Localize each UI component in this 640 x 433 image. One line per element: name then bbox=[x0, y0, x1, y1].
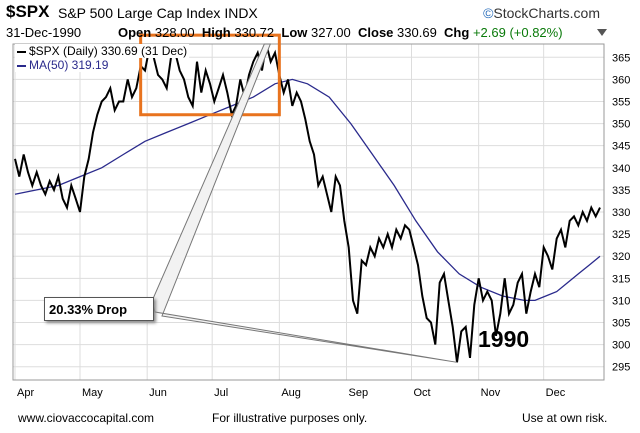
y-tick-label: 320 bbox=[612, 251, 630, 263]
x-tick-label: Dec bbox=[546, 387, 566, 399]
low-value: 327.00 bbox=[311, 25, 351, 40]
x-tick-label: Jul bbox=[214, 387, 228, 399]
x-tick-label: May bbox=[82, 387, 103, 399]
stockcharts-logo: ©StockCharts.com bbox=[483, 5, 600, 21]
legend-ma-swatch bbox=[17, 64, 26, 67]
close-value: 330.69 bbox=[397, 25, 437, 40]
index-title: S&P 500 Large Cap Index bbox=[58, 5, 221, 21]
chg-label: Chg bbox=[444, 25, 470, 40]
footer-note: For illustrative purposes only. bbox=[212, 411, 368, 425]
legend-ma: MA(50) 319.19 bbox=[15, 58, 111, 72]
legend-ma-label: MA(50) 319.19 bbox=[29, 58, 109, 72]
drop-callout: 20.33% Drop bbox=[44, 297, 154, 321]
y-axis: 295 300 305 310 315 320 325 330 335 340 345 350 355 3… bbox=[612, 52, 630, 373]
y-tick-label: 295 bbox=[612, 362, 630, 374]
high-label: High bbox=[201, 25, 231, 40]
y-tick-label: 345 bbox=[612, 141, 630, 153]
y-tick-label: 360 bbox=[612, 74, 630, 86]
footer-site: www.ciovaccocapital.com bbox=[18, 411, 155, 425]
legend-price-swatch bbox=[17, 50, 26, 53]
peak-highlight-box bbox=[139, 33, 281, 117]
exchange: INDX bbox=[224, 5, 258, 21]
ohlc-readout: Open 328.00 High 330.72 Low 327.00 Close… bbox=[118, 25, 563, 40]
y-tick-label: 350 bbox=[612, 119, 630, 131]
y-tick-label: 325 bbox=[612, 229, 630, 241]
x-tick-label: Oct bbox=[414, 387, 431, 399]
year-label: 1990 bbox=[478, 326, 530, 352]
y-tick-label: 315 bbox=[612, 273, 630, 285]
copyright-icon: © bbox=[483, 5, 494, 21]
x-axis: Apr May Jun Jul Aug Sep Oct Nov Dec bbox=[17, 387, 566, 399]
logo-text: StockCharts.com bbox=[493, 5, 600, 21]
ma50-line bbox=[14, 78, 601, 302]
drop-callout-pointer bbox=[151, 43, 458, 363]
x-tick-label: Apr bbox=[17, 387, 34, 399]
legend-price: $SPX (Daily) 330.69 (31 Dec) bbox=[15, 44, 190, 58]
y-tick-label: 365 bbox=[612, 52, 630, 64]
y-tick-label: 300 bbox=[612, 340, 630, 352]
y-tick-label: 330 bbox=[612, 207, 630, 219]
index-name: S&P 500 Large Cap Index INDX bbox=[58, 5, 258, 21]
symbol: $SPX bbox=[6, 2, 50, 21]
chg-value: +2.69 (+0.82%) bbox=[472, 25, 563, 40]
y-tick-label: 335 bbox=[612, 185, 630, 197]
quote-date: 31-Dec-1990 bbox=[6, 25, 82, 40]
high-value: 330.72 bbox=[234, 25, 275, 40]
y-tick-label: 355 bbox=[612, 96, 630, 108]
x-tick-label: Sep bbox=[349, 387, 369, 399]
plot-frame bbox=[12, 43, 605, 381]
y-tick-label: 340 bbox=[612, 163, 630, 175]
x-tick-label: Aug bbox=[281, 387, 301, 399]
footer-risk: Use at own risk. bbox=[522, 411, 608, 425]
x-tick-label: Nov bbox=[481, 387, 501, 399]
chart-grid bbox=[13, 44, 604, 380]
low-label: Low bbox=[281, 25, 308, 40]
close-label: Close bbox=[358, 25, 394, 40]
y-tick-label: 305 bbox=[612, 318, 630, 330]
open-value: 328.00 bbox=[154, 25, 195, 40]
legend-price-label: $SPX (Daily) 330.69 (31 Dec) bbox=[29, 44, 188, 58]
y-tick-label: 310 bbox=[612, 295, 630, 307]
dropdown-arrow-icon[interactable] bbox=[597, 29, 607, 36]
x-tick-label: Jun bbox=[149, 387, 167, 399]
open-label: Open bbox=[118, 25, 152, 40]
price-line bbox=[14, 43, 601, 363]
